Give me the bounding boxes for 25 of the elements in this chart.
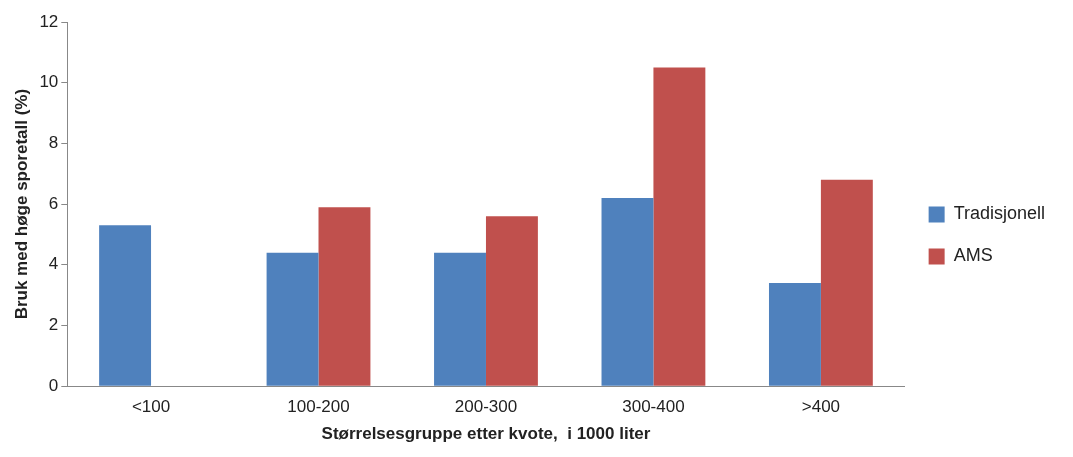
y-axis-title: Bruk med høge sporetall (%) xyxy=(11,88,31,320)
x-tick-label: 100-200 xyxy=(287,397,350,417)
bar xyxy=(266,252,319,386)
y-tick-label: 8 xyxy=(48,133,59,153)
y-tick-label: 6 xyxy=(48,193,59,213)
x-tick-label: 300-400 xyxy=(622,397,685,417)
y-tick-label: 2 xyxy=(48,315,59,335)
bar xyxy=(485,216,538,386)
y-tick-label: 12 xyxy=(39,11,59,31)
bar xyxy=(99,225,152,386)
bar xyxy=(653,67,706,386)
bar xyxy=(768,283,821,386)
y-tick-label: 0 xyxy=(48,375,59,395)
y-tick-label: 4 xyxy=(48,254,59,274)
bar xyxy=(434,252,486,386)
bar xyxy=(601,198,654,386)
bar xyxy=(820,179,873,386)
x-tick-label: >400 xyxy=(801,397,841,417)
bar xyxy=(318,207,371,386)
x-tick-label: <100 xyxy=(131,397,171,417)
x-tick-label: 200-300 xyxy=(454,397,518,417)
x-axis-title: Størrelsesgruppe etter kvote, i 1000 liter xyxy=(321,424,651,444)
legend-label: Tradisjonell xyxy=(953,203,1045,224)
legend-label: AMS xyxy=(953,245,993,266)
y-tick-label: 10 xyxy=(39,72,59,92)
